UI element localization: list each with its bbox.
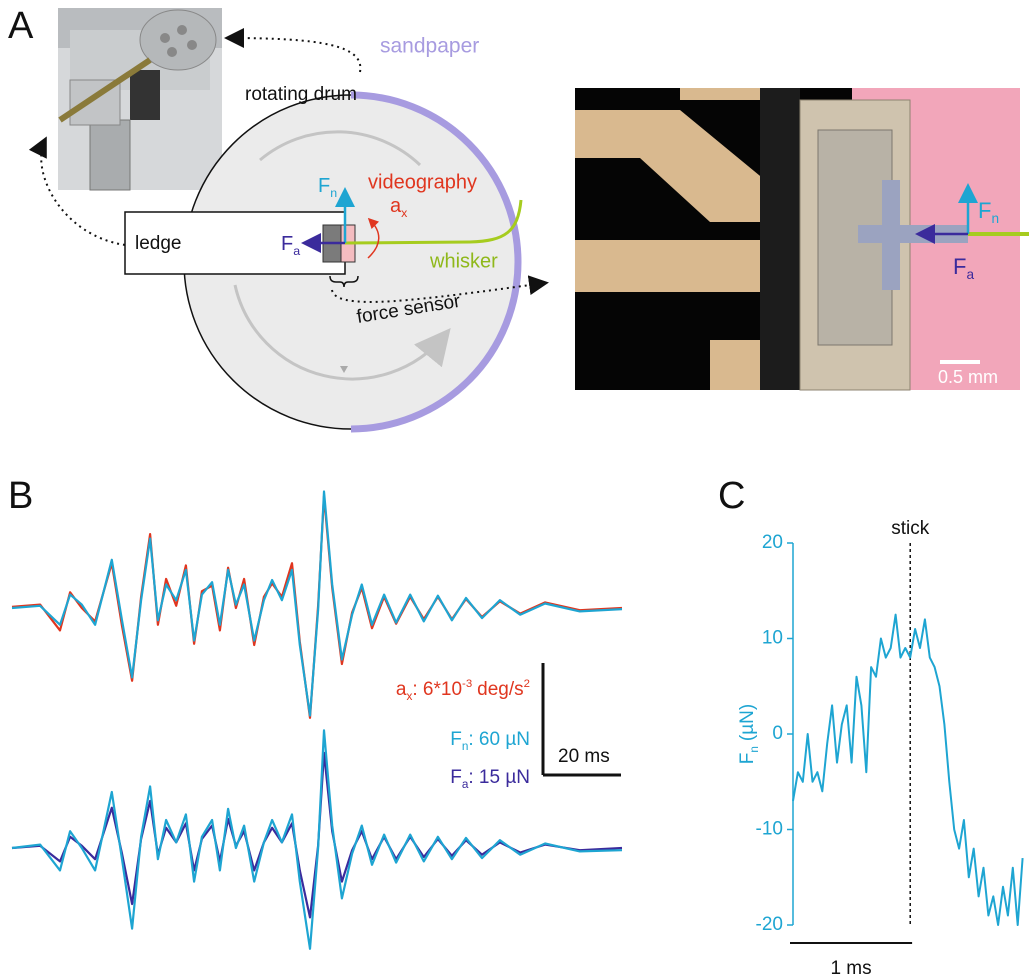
scale-label-text: : 15 µN xyxy=(468,767,530,788)
ledge-label: ledge xyxy=(135,233,182,254)
trace xyxy=(11,490,623,717)
fa-label-main: F xyxy=(953,254,966,279)
videography-label: videography xyxy=(368,171,477,193)
scale-label-unit: deg/s xyxy=(477,679,523,700)
scale-label: Fn: 60 µN xyxy=(450,729,530,753)
y-axis-label-unit: (µN) xyxy=(737,704,758,741)
fa-label: Fa xyxy=(281,233,300,258)
micrograph xyxy=(575,88,1029,391)
ax-label: ax xyxy=(390,195,408,220)
y-axis-label: Fn (µN) xyxy=(737,704,761,764)
scale-label-main: F xyxy=(450,729,462,750)
fn-label: Fn xyxy=(318,175,337,200)
scale-label-main: a xyxy=(396,679,407,700)
scale-label: Fa: 15 µN xyxy=(450,767,530,791)
scale-label: ax: 6*10-3 deg/s2 xyxy=(396,678,530,703)
fn-label: Fn xyxy=(978,198,999,226)
fa-label: Fa xyxy=(953,254,974,282)
trace xyxy=(11,494,623,719)
trace xyxy=(11,729,623,950)
scale-label-sub: a xyxy=(462,778,469,791)
scale-label-text: : 6*10 xyxy=(412,679,462,700)
scale-label-sub: n xyxy=(462,740,469,753)
fn-label-sub: n xyxy=(330,186,337,200)
scale-label-sup: -3 xyxy=(462,678,472,690)
stick-label: stick xyxy=(891,518,930,539)
fn-label-sub: n xyxy=(991,211,999,226)
fa-label-main: F xyxy=(281,233,293,255)
drum-label: rotating drum xyxy=(245,84,357,105)
fa-label-sub: a xyxy=(293,244,300,258)
whisker-label: whisker xyxy=(429,250,498,272)
fa-label-sub: a xyxy=(966,267,974,282)
scale-label-sub: x xyxy=(406,690,412,703)
y-tick-label: -10 xyxy=(756,819,783,840)
apparatus-photo xyxy=(58,8,222,191)
scale-label-text: : 60 µN xyxy=(468,729,530,750)
time-scale-label: 1 ms xyxy=(830,958,871,979)
time-scale-label: 20 ms xyxy=(558,746,610,767)
y-tick-label: -20 xyxy=(756,914,783,935)
line xyxy=(792,613,1024,926)
y-tick-label: 0 xyxy=(772,723,783,744)
y-axis-label-main: F xyxy=(737,753,758,765)
panel-label: C xyxy=(718,475,745,517)
fn-label-main: F xyxy=(978,198,991,223)
panel-label: B xyxy=(8,475,33,517)
sandpaper-label: sandpaper xyxy=(380,35,479,58)
ax-label-main: a xyxy=(390,195,402,217)
panel-label: A xyxy=(8,5,34,47)
y-tick-label: 10 xyxy=(762,628,783,649)
fn-label-main: F xyxy=(318,175,330,197)
ax-label-sub: x xyxy=(401,206,408,220)
y-tick-label: 20 xyxy=(762,532,783,553)
y-axis-label-sub: n xyxy=(748,746,761,753)
drum-diagram xyxy=(28,28,549,433)
scale-bar-label: 0.5 mm xyxy=(938,367,998,387)
scale-label-unit-sup: 2 xyxy=(524,678,530,690)
scale-label-main: F xyxy=(450,767,462,788)
